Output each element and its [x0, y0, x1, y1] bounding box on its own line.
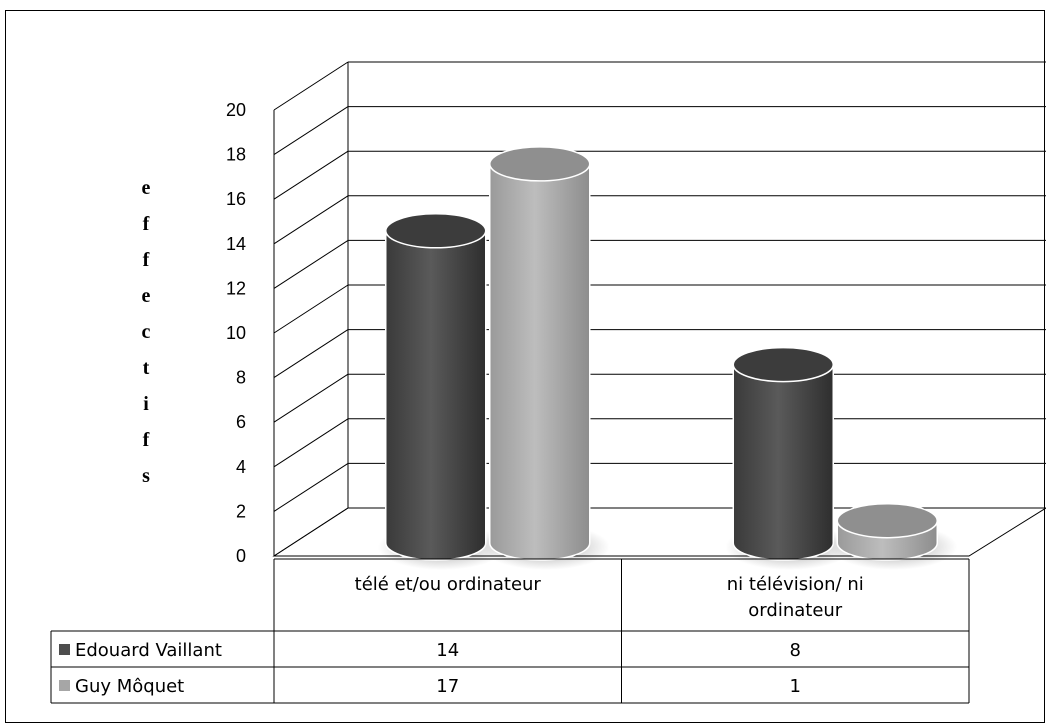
y-axis-label-letter: e — [142, 177, 151, 199]
bar-top — [489, 146, 591, 182]
y-tick-label: 2 — [236, 501, 246, 521]
y-tick-label: 0 — [236, 546, 246, 566]
side-wall-gridline — [273, 284, 349, 334]
bar-top — [385, 213, 487, 249]
side-wall-gridline — [273, 462, 349, 512]
table-value-1-1: 1 — [790, 676, 801, 697]
bars — [377, 146, 958, 570]
bar-1-0 — [481, 146, 610, 570]
table-value-0-1: 8 — [790, 640, 801, 661]
y-axis-label-letter: f — [143, 213, 150, 235]
side-wall-gridline — [273, 239, 349, 289]
y-axis-label-letter: e — [142, 285, 151, 307]
series-name-0: Edouard Vaillant — [75, 640, 222, 661]
side-wall-gridline — [273, 418, 349, 468]
bar-0-1 — [725, 346, 854, 570]
y-axis-label-letter: t — [143, 357, 150, 379]
bar-0-0 — [377, 213, 506, 570]
y-axis-label-letter: c — [142, 321, 151, 343]
bar-top — [732, 346, 834, 383]
y-tick-label: 16 — [226, 189, 246, 209]
bar-body — [385, 230, 487, 561]
table-value-0-0: 14 — [436, 640, 459, 661]
y-tick-label: 6 — [236, 412, 246, 432]
bar-1-1 — [829, 502, 958, 570]
y-axis-label-letter: f — [143, 429, 150, 451]
y-tick-label: 10 — [226, 323, 246, 343]
y-axis-label-letter: f — [143, 249, 150, 271]
side-wall-gridline — [273, 195, 349, 245]
side-wall-gridline — [273, 329, 349, 379]
legend-key-1 — [59, 680, 70, 691]
y-axis-label-letter: s — [142, 465, 150, 487]
y-tick-label: 18 — [226, 145, 246, 165]
legend-key-0 — [59, 644, 70, 655]
category-header-1: ordinateur — [748, 600, 843, 621]
category-header-0: télé et/ou ordinateur — [355, 574, 542, 595]
y-tick-label: 14 — [226, 234, 246, 254]
table-value-1-0: 17 — [436, 676, 459, 697]
bar-body — [732, 363, 834, 561]
side-wall-gridline — [273, 61, 349, 111]
side-wall-gridline — [273, 106, 349, 156]
y-tick-label: 4 — [236, 457, 246, 477]
y-axis-ticks: 0 2 4 6 8 10 12 14 16 18 20 — [226, 100, 246, 566]
y-tick-label: 8 — [236, 368, 246, 388]
series-name-1: Guy Môquet — [75, 676, 184, 697]
y-tick-label: 20 — [226, 100, 246, 120]
data-table: télé et/ou ordinateur ni télévision/ ni or… — [50, 558, 970, 704]
y-tick-label: 12 — [226, 278, 246, 298]
y-axis-label-letter: i — [143, 393, 149, 415]
bar-body — [489, 163, 591, 561]
side-wall-gridline — [273, 373, 349, 423]
side-wall-gridline — [273, 150, 349, 200]
bar-top — [836, 502, 938, 539]
category-header-1: ni télévision/ ni — [727, 574, 864, 595]
